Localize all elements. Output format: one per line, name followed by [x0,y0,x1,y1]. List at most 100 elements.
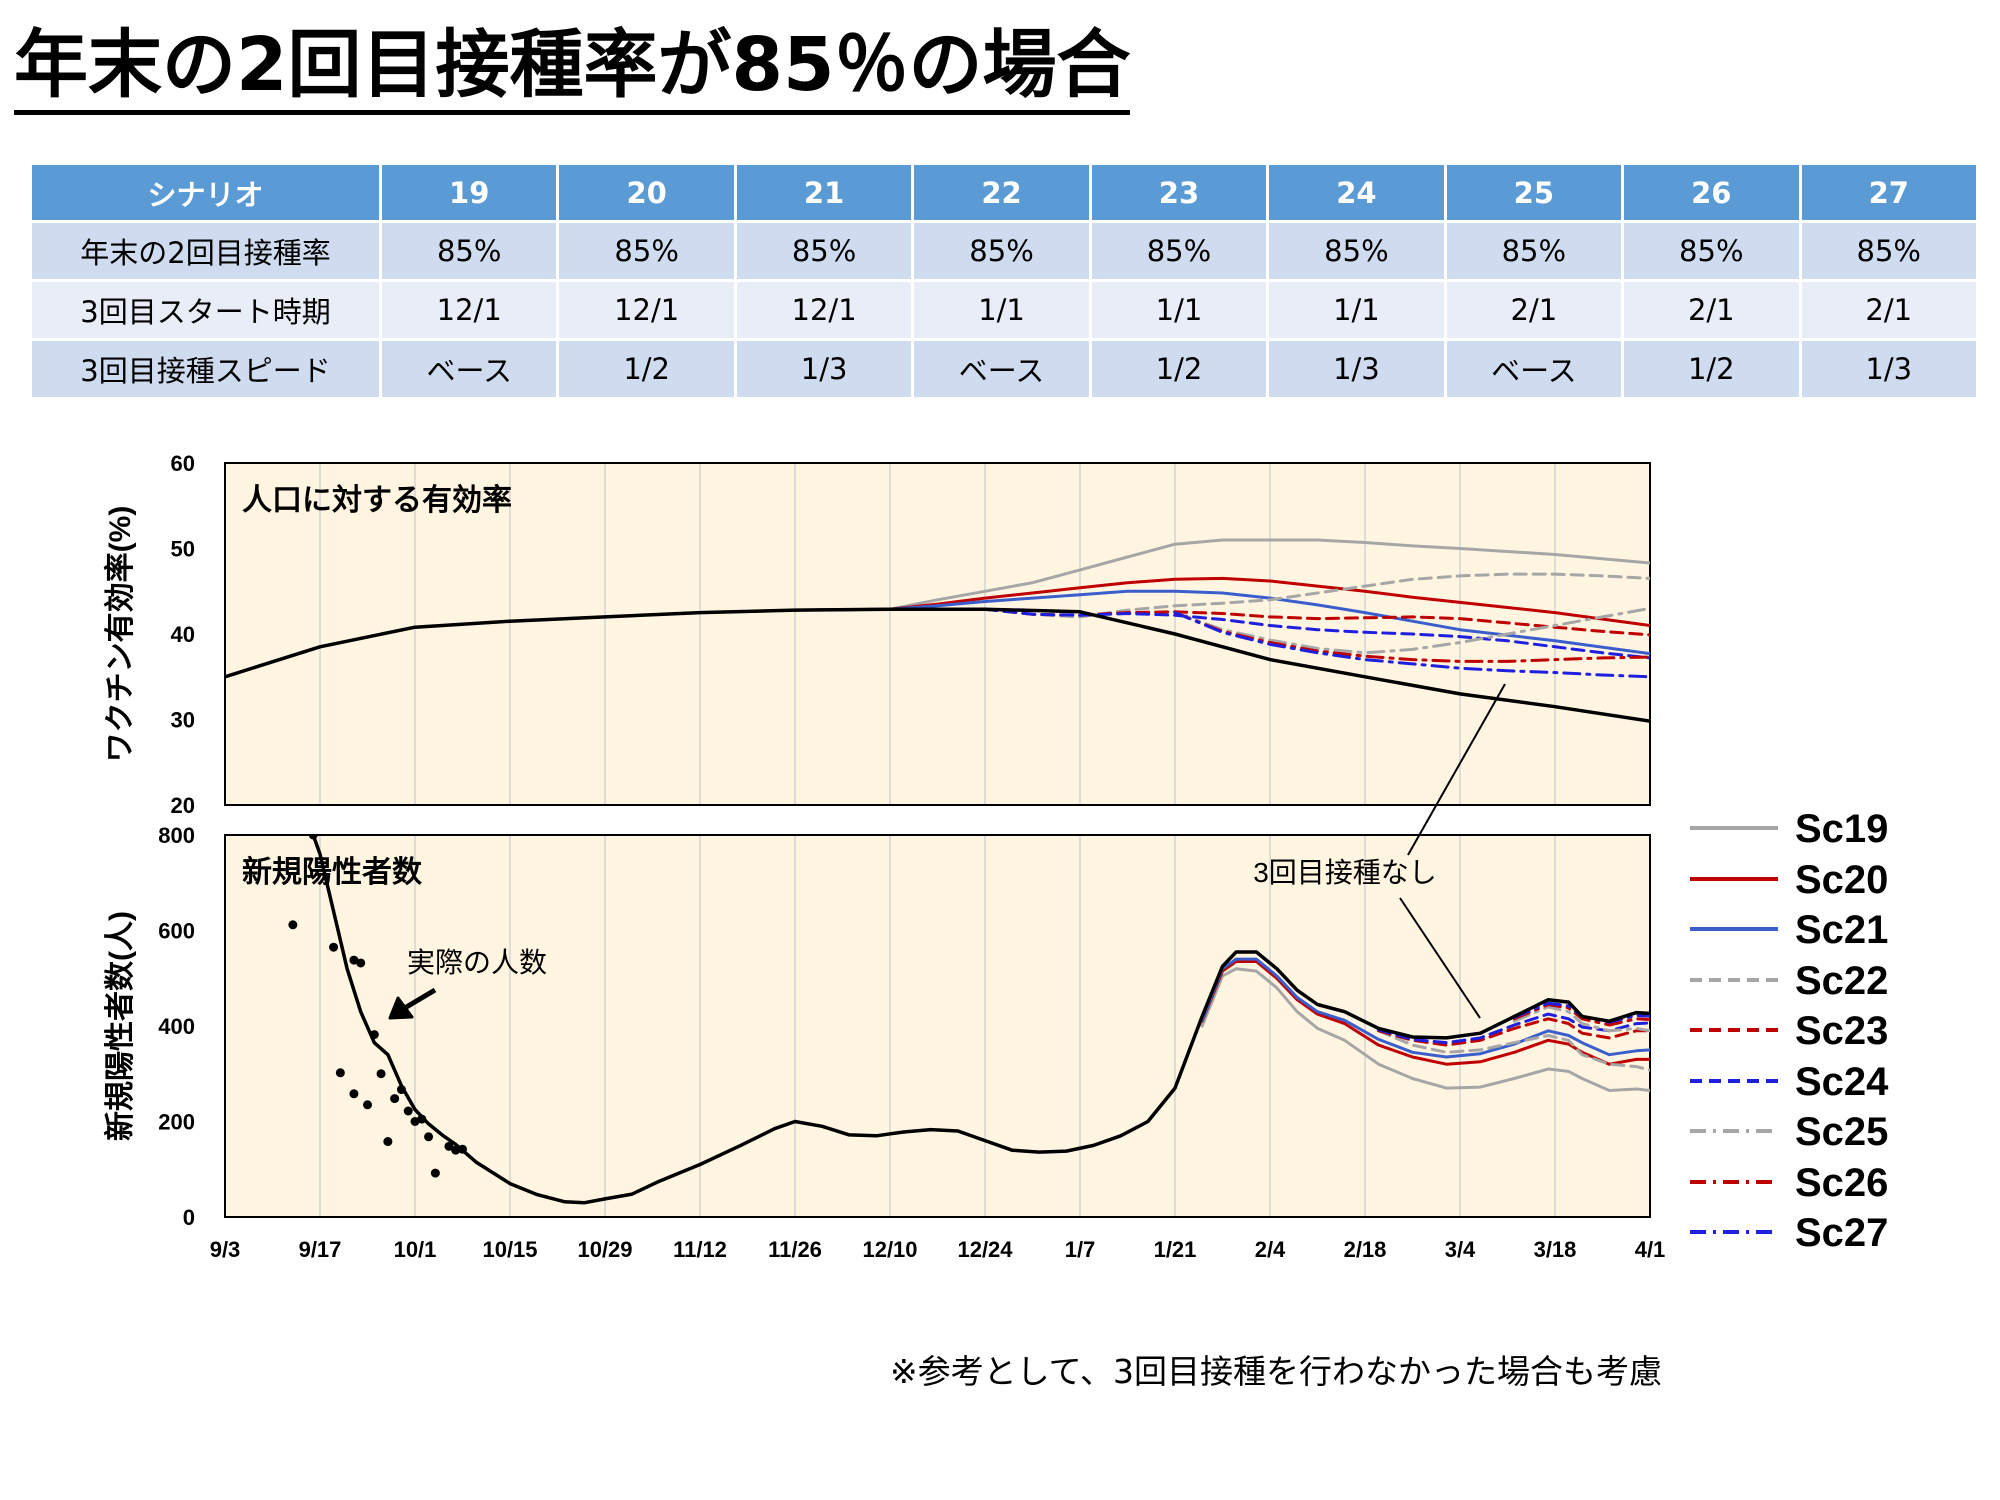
legend-swatch [1690,977,1778,982]
table-cell: 85% [559,223,734,279]
table-header-cell: 27 [1801,165,1976,220]
legend-swatch [1690,876,1778,881]
table-header-cell: 22 [914,165,1089,220]
series-line-3回目接種なし [225,607,1650,723]
table-header-cell: 21 [736,165,912,220]
table-row: 年末の2回目接種率 85% 85% 85% 85% 85% 85% 85% 85… [32,223,1976,279]
series-line-Sc22 [983,572,1650,619]
series-line-Sc23 [983,607,1650,637]
x-tick-label: 12/10 [862,1237,917,1262]
table-cell: 1/1 [1269,282,1444,338]
legend-label: Sc27 [1795,1211,1889,1255]
x-tick-label: 11/26 [768,1237,822,1262]
y-tick-label: 600 [158,919,195,944]
table-cell: 85% [1091,223,1267,279]
table-cell: 85% [382,223,557,279]
legend-label: Sc22 [1795,958,1889,1003]
table-cell: 1/3 [1801,341,1976,397]
y-axis-label: 新規陽性者数(人) [104,911,137,1141]
table-cell: 12/1 [382,282,557,338]
series-line-Sc20 [1200,960,1650,1066]
table-row-label: 3回目スタート時期 [32,282,379,338]
table-cell: 1/3 [736,341,912,397]
x-tick-label: 1/7 [1065,1237,1096,1262]
legend-item: Sc22 [1690,957,2000,1007]
actual-data-point [383,1137,393,1147]
legend-swatch [1690,1230,1778,1234]
page-title: 年末の2回目接種率が85％の場合 [14,28,1131,115]
actual-data-point [424,1132,434,1142]
annotation-leader-line [1407,683,1506,856]
table-cell: 85% [1269,223,1444,279]
table-cell: 1/1 [1091,282,1267,338]
x-tick-label: 10/1 [394,1237,437,1262]
table-cell: ベース [1446,341,1622,397]
chart-panel-title: 新規陽性者数 [242,856,423,889]
x-tick-label: 3/18 [1534,1237,1577,1262]
legend-swatch [1690,1028,1778,1032]
actual-data-point [308,835,318,840]
table-header-row: シナリオ 19 20 21 22 23 24 25 26 27 [32,165,1976,220]
annotation-actual-count: 実際の人数 [407,947,547,978]
table-header-cell: 23 [1091,165,1267,220]
y-tick-label: 0 [183,1205,195,1230]
actual-data-point [444,1141,454,1151]
actual-data-point [363,1100,372,1110]
table-cell: 85% [1446,223,1622,279]
legend-label: Sc19 [1795,807,1889,851]
legend-item: Sc27 [1690,1209,2000,1259]
actual-data-point [349,1089,359,1099]
table-cell: 85% [914,223,1089,279]
y-tick-label: 50 [171,537,195,562]
annotation-no-booster: 3回目接種なし [1253,857,1437,888]
series-line-3回目接種なし [311,835,1650,1205]
series-line-Sc21 [1200,957,1650,1059]
footnote: ※参考として、3回目接種を行わなかった場合も考慮 [890,1352,1663,1391]
legend-item: Sc19 [1690,805,2000,855]
actual-data-point [329,942,339,952]
table-cell: 1/2 [1091,341,1267,397]
y-tick-label: 40 [171,622,195,647]
legend-item: Sc23 [1690,1007,2000,1057]
plot-frame [224,834,1651,1218]
series-group [288,835,1650,1205]
table-cell: 85% [1801,223,1976,279]
actual-data-point [335,1068,345,1078]
x-tick-label: 10/29 [577,1237,632,1262]
table-cell: 1/3 [1269,341,1444,397]
table-cell: 1/2 [1624,341,1799,397]
x-tick-label: 9/17 [299,1237,342,1262]
actual-data-point [430,1168,440,1178]
table-header-cell: 19 [382,165,557,220]
legend-label: Sc20 [1795,857,1889,902]
legend-swatch [1690,1078,1778,1083]
legend-label: Sc24 [1795,1059,1889,1104]
y-tick-label: 200 [158,1110,195,1135]
y-tick-label: 400 [158,1014,195,1039]
series-line-Sc19 [793,538,1650,612]
x-tick-label: 12/24 [957,1237,1013,1262]
table-cell: 12/1 [736,282,912,338]
table-header-cell: 20 [559,165,734,220]
table-cell: 2/1 [1446,282,1622,338]
actual-data-point [356,958,366,968]
actual-data-point [403,1106,413,1116]
actual-data-point [458,1144,467,1154]
actual-data-point [410,1117,420,1126]
table-cell: ベース [914,341,1089,397]
actual-data-point [349,955,359,965]
table-cell: 2/1 [1624,282,1799,338]
y-tick-label: 800 [158,823,195,848]
actual-data-point [417,1114,427,1124]
actual-data-point [451,1145,461,1155]
table-cell: 1/1 [914,282,1089,338]
legend-swatch [1690,826,1778,830]
legend-label: Sc23 [1795,1009,1889,1053]
series-line-Sc19 [1200,967,1650,1092]
actual-data-point [369,1030,379,1040]
series-line-Sc22 [1377,1029,1650,1072]
series-line-Sc23 [1377,1017,1650,1047]
table-cell: 1/2 [559,341,734,397]
scenario-table: シナリオ 19 20 21 22 23 24 25 26 27 年末の2回目接種… [29,162,1979,400]
series-line-Sc25 [1173,606,1650,655]
